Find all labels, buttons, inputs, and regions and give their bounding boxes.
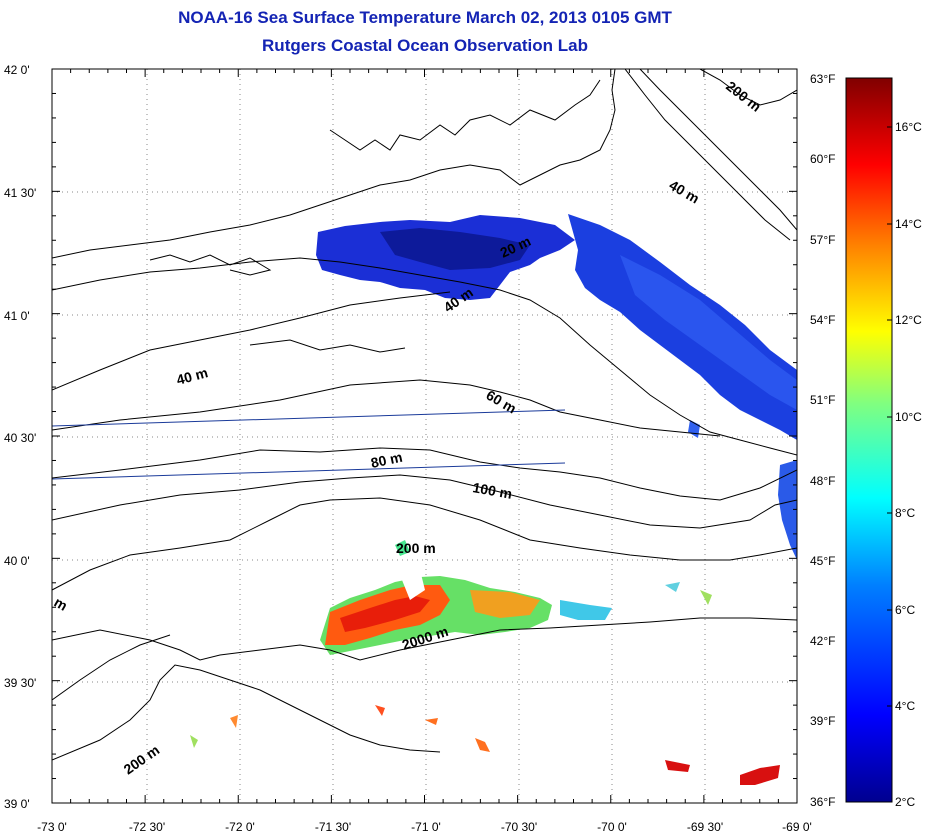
lon-label-73: -73 0'	[37, 820, 67, 834]
f-label-54: 54°F	[810, 313, 835, 327]
f-label-51: 51°F	[810, 393, 835, 407]
f-label-39: 39°F	[810, 714, 835, 728]
f-label-57: 57°F	[810, 233, 835, 247]
celsius-labels: 16°C 14°C 12°C 10°C 8°C 6°C 4°C 2°C	[895, 120, 922, 809]
map-subtitle: Rutgers Coastal Ocean Observation Lab	[262, 36, 588, 55]
map-title: NOAA-16 Sea Surface Temperature March 02…	[178, 8, 672, 27]
longitude-labels: -73 0' -72 30' -72 0' -71 30' -71 0' -70…	[37, 820, 812, 834]
lon-label-72: -72 0'	[225, 820, 255, 834]
f-label-36: 36°F	[810, 795, 835, 809]
latitude-labels: 42 0' 41 30' 41 0' 40 30' 40 0' 39 30' 3…	[4, 63, 36, 811]
transect-lines	[52, 409, 566, 480]
fahrenheit-labels: 63°F 60°F 57°F 54°F 51°F 48°F 45°F 42°F …	[810, 72, 835, 809]
colorbar-tickmarks	[887, 126, 892, 707]
c-label-16: 16°C	[895, 120, 922, 134]
lon-label-69: -69 0'	[782, 820, 812, 834]
lat-label-40: 40 0'	[4, 554, 30, 568]
c-label-8: 8°C	[895, 506, 915, 520]
colorbar	[845, 77, 893, 803]
lat-label-39-30: 39 30'	[4, 676, 36, 690]
f-label-48: 48°F	[810, 474, 835, 488]
lat-label-42: 42 0'	[4, 63, 30, 77]
c-label-4: 4°C	[895, 699, 915, 713]
lat-label-39: 39 0'	[4, 797, 30, 811]
lat-label-41-30: 41 30'	[4, 186, 36, 200]
f-label-63: 63°F	[810, 72, 835, 86]
lon-label-70-30: -70 30'	[501, 820, 537, 834]
f-label-60: 60°F	[810, 152, 835, 166]
map-plot-area	[52, 69, 797, 803]
sst-warm-patch	[190, 540, 780, 785]
c-label-6: 6°C	[895, 603, 915, 617]
c-label-14: 14°C	[895, 217, 922, 231]
lat-label-40-30: 40 30'	[4, 431, 36, 445]
c-label-12: 12°C	[895, 313, 922, 327]
contour-label-80m: 80 m	[369, 449, 404, 471]
lon-label-71: -71 0'	[411, 820, 441, 834]
frame-tickmarks	[51, 68, 798, 804]
lon-label-70: -70 0'	[597, 820, 627, 834]
f-label-42: 42°F	[810, 634, 835, 648]
f-label-45: 45°F	[810, 554, 835, 568]
lon-label-71-30: -71 30'	[315, 820, 351, 834]
contour-label-100m: 100 m	[471, 479, 513, 502]
c-label-10: 10°C	[895, 410, 922, 424]
c-label-2: 2°C	[895, 795, 915, 809]
contour-label-40m-west: 40 m	[175, 364, 210, 388]
lat-label-41: 41 0'	[4, 309, 30, 323]
contour-label-200m-center: 200 m	[396, 540, 436, 556]
lon-label-72-30: -72 30'	[129, 820, 165, 834]
lon-label-69-30: -69 30'	[687, 820, 723, 834]
